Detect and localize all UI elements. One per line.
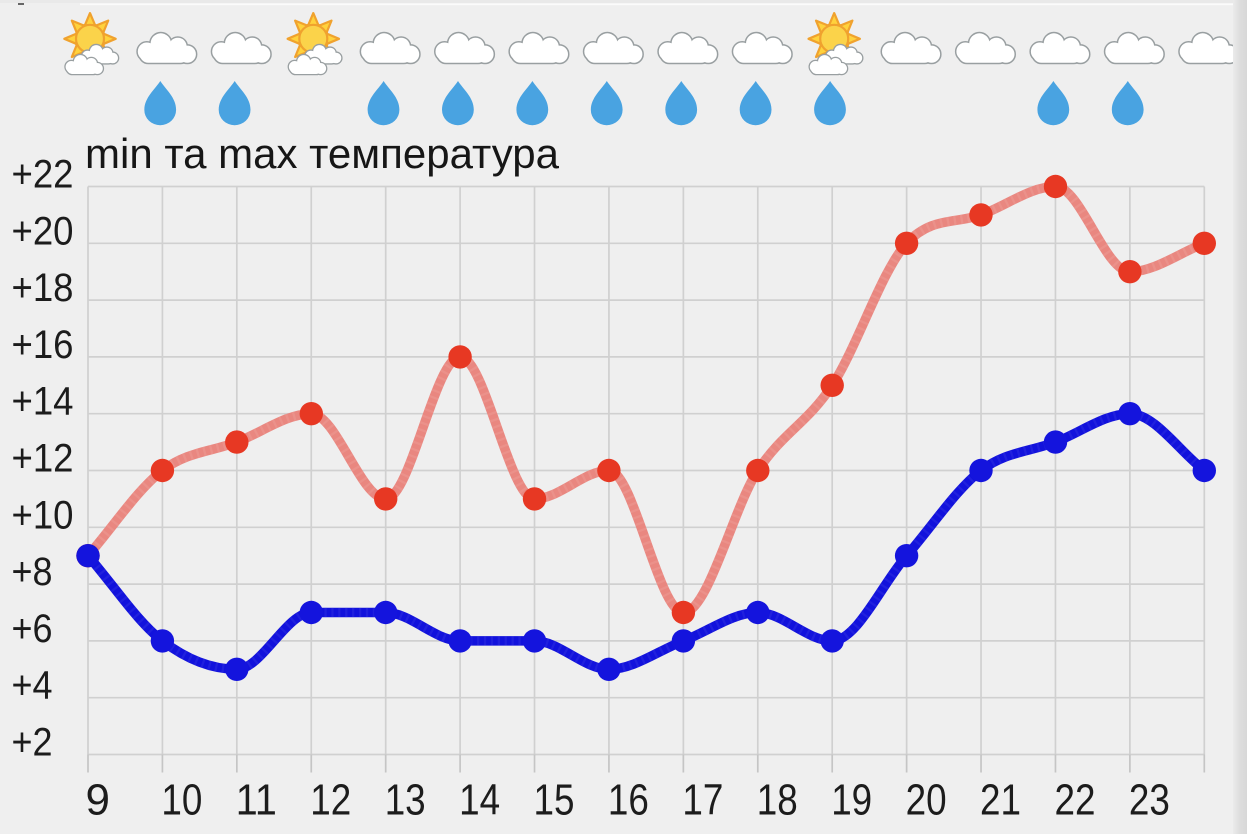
svg-text:+16: +16: [12, 323, 74, 367]
svg-text:23: 23: [1129, 775, 1170, 824]
svg-text:22: 22: [1055, 775, 1096, 824]
svg-text:+8: +8: [12, 550, 53, 594]
svg-text:13: 13: [385, 775, 426, 824]
svg-text:16: 16: [608, 775, 649, 824]
svg-text:20: 20: [906, 775, 947, 824]
svg-text:18: 18: [757, 775, 798, 824]
svg-text:+20: +20: [12, 209, 74, 253]
svg-text:11: 11: [236, 775, 277, 824]
svg-text:10: 10: [161, 775, 202, 824]
svg-text:12: 12: [310, 775, 351, 824]
svg-text:+12: +12: [12, 437, 74, 481]
svg-text:+10: +10: [12, 493, 74, 537]
svg-text:14: 14: [459, 775, 500, 824]
svg-text:+14: +14: [12, 380, 74, 424]
svg-text:9: 9: [86, 775, 110, 824]
svg-text:17: 17: [682, 775, 723, 824]
svg-text:+18: +18: [12, 266, 74, 310]
svg-text:15: 15: [534, 775, 575, 824]
svg-text:+22: +22: [12, 153, 74, 197]
svg-text:+2: +2: [12, 721, 53, 765]
svg-text:+6: +6: [12, 607, 53, 651]
svg-text:+4: +4: [12, 664, 53, 708]
svg-text:21: 21: [980, 775, 1021, 824]
svg-text:min та max температура: min та max температура: [85, 130, 560, 177]
svg-text:19: 19: [831, 775, 872, 824]
